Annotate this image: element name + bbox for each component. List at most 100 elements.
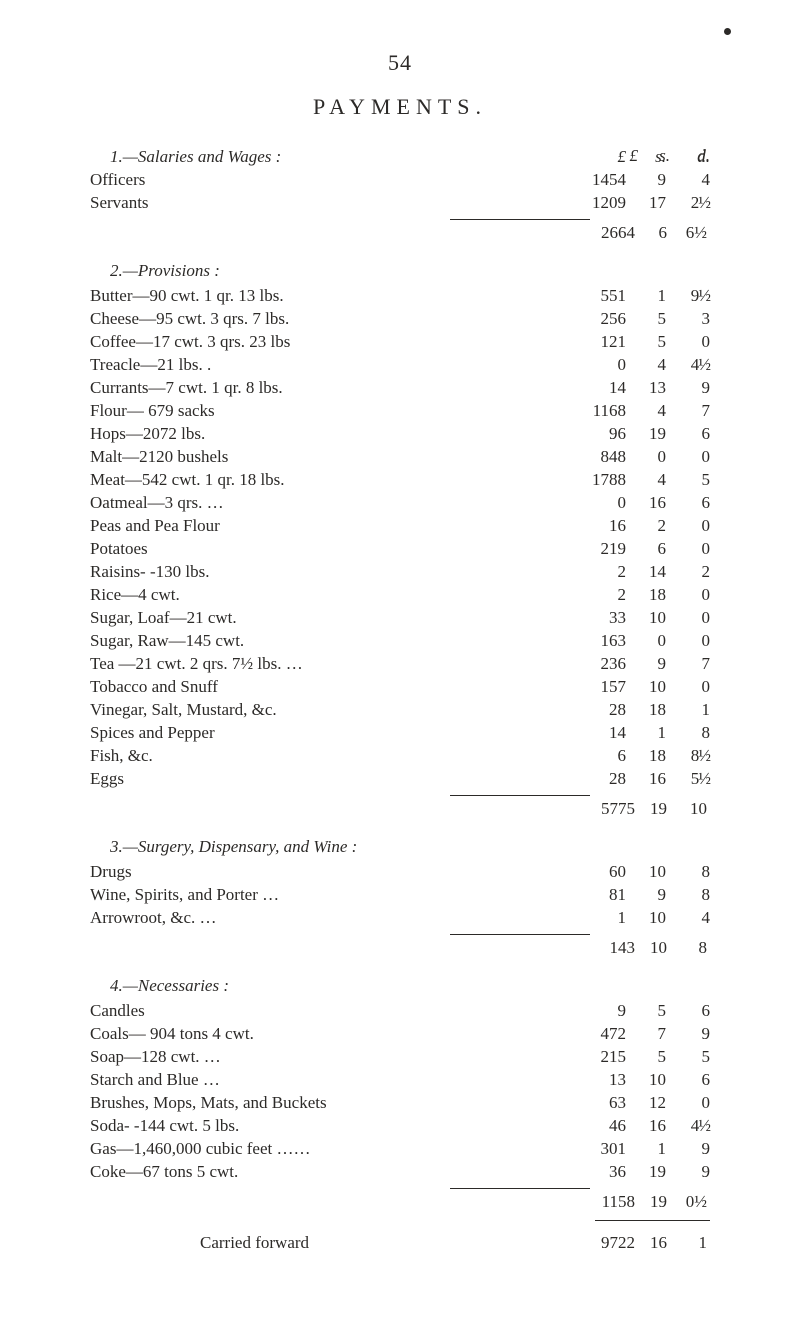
carried-forward-row: Carried forward 9722 16 1 xyxy=(90,1233,710,1253)
shillings-cell: 10 xyxy=(626,1069,666,1092)
pounds-cell: 13 xyxy=(564,1069,626,1092)
pounds-cell: 1209 xyxy=(564,192,626,215)
pence-cell: 0 xyxy=(666,676,710,699)
ledger-row: Gas—1,460,000 cubic feet ……30119 xyxy=(90,1138,710,1161)
carried-pence: 1 xyxy=(667,1233,707,1253)
row-label: Sugar, Raw—145 cwt. xyxy=(90,630,244,653)
shillings-cell: 18 xyxy=(626,745,666,768)
shillings-cell: 16 xyxy=(626,768,666,791)
shillings-cell: 1 xyxy=(626,285,666,308)
shillings-cell: 16 xyxy=(626,1115,666,1138)
pounds-cell: 28 xyxy=(564,699,626,722)
ledger-row: Candles956 xyxy=(90,1000,710,1023)
row-label: Coffee—17 cwt. 3 qrs. 23 lbs xyxy=(90,331,290,354)
subtotal-row: 143108 xyxy=(90,937,710,960)
pounds-cell: 472 xyxy=(564,1023,626,1046)
shillings-cell: 14 xyxy=(626,561,666,584)
sections-container: Officers145494Servants1209172½266466½2.—… xyxy=(90,169,710,1214)
section-title: 4.—Necessaries : xyxy=(110,976,710,996)
pounds-cell: 96 xyxy=(564,423,626,446)
shillings-cell: 0 xyxy=(626,630,666,653)
shillings-cell: 4 xyxy=(626,354,666,377)
final-rule xyxy=(595,1220,710,1221)
subtotal-rule xyxy=(450,934,590,935)
ledger-row: Soap—128 cwt. …21555 xyxy=(90,1046,710,1069)
pence-cell: 0 xyxy=(666,538,710,561)
pounds-cell: 28 xyxy=(564,768,626,791)
page-title: PAYMENTS. xyxy=(90,94,710,120)
pence-cell: 4 xyxy=(666,907,710,930)
subtotal-pounds: 143 xyxy=(580,937,635,960)
pence-cell: 9 xyxy=(666,1138,710,1161)
subtotal-row: 266466½ xyxy=(90,222,710,245)
pounds-cell: 236 xyxy=(564,653,626,676)
ledger-row: Oatmeal—3 qrs. …0166 xyxy=(90,492,710,515)
subtotal-rule xyxy=(450,795,590,796)
row-label: Brushes, Mops, Mats, and Buckets xyxy=(90,1092,327,1115)
shillings-cell: 10 xyxy=(626,861,666,884)
pence-cell: 0 xyxy=(666,630,710,653)
shillings-cell: 9 xyxy=(626,884,666,907)
ledger-row: Currants—7 cwt. 1 qr. 8 lbs.14139 xyxy=(90,377,710,400)
shillings-cell: 18 xyxy=(626,584,666,607)
pence-cell: 6 xyxy=(666,423,710,446)
ledger-row: Butter—90 cwt. 1 qr. 13 lbs.55119½ xyxy=(90,285,710,308)
section-block: 3.—Surgery, Dispensary, and Wine :Drugs6… xyxy=(90,837,710,960)
shillings-cell: 4 xyxy=(626,469,666,492)
ledger-row: Tobacco and Snuff157100 xyxy=(90,676,710,699)
pence-cell: 3 xyxy=(666,308,710,331)
pence-cell: 0 xyxy=(666,515,710,538)
shillings-cell: 9 xyxy=(626,653,666,676)
row-label: Sugar, Loaf—21 cwt. xyxy=(90,607,237,630)
pounds-cell: 848 xyxy=(564,446,626,469)
pence-cell: 9 xyxy=(666,377,710,400)
ledger-row: Servants1209172½ xyxy=(90,192,710,215)
row-label: Cheese—95 cwt. 3 qrs. 7 lbs. xyxy=(90,308,289,331)
ledger-row: Hops—2072 lbs.96196 xyxy=(90,423,710,446)
row-label: Wine, Spirits, and Porter … xyxy=(90,884,279,907)
ledger-row: Treacle—21 lbs. .044½ xyxy=(90,354,710,377)
shillings-cell: 1 xyxy=(626,722,666,745)
pounds-cell: 0 xyxy=(564,354,626,377)
row-label: Soda- -144 cwt. 5 lbs. xyxy=(90,1115,239,1138)
pence-cell: 0 xyxy=(666,584,710,607)
row-label: Potatoes xyxy=(90,538,148,561)
pounds-cell: 2 xyxy=(564,584,626,607)
ledger-row: Drugs60108 xyxy=(90,861,710,884)
subtotal-shillings: 19 xyxy=(635,798,667,821)
shillings-cell: 5 xyxy=(626,331,666,354)
row-label: Fish, &c. xyxy=(90,745,153,768)
pence-cell: 7 xyxy=(666,400,710,423)
ledger-row: Rice—4 cwt.2180 xyxy=(90,584,710,607)
pence-cell: 0 xyxy=(666,607,710,630)
pence-cell: 4 xyxy=(666,169,710,192)
subtotal-pounds: 1158 xyxy=(580,1191,635,1214)
ledger-row: Spices and Pepper1418 xyxy=(90,722,710,745)
shillings-cell: 1 xyxy=(626,1138,666,1161)
ledger-row: Coffee—17 cwt. 3 qrs. 23 lbs12150 xyxy=(90,331,710,354)
ledger-row: Tea —21 cwt. 2 qrs. 7½ lbs. …23697 xyxy=(90,653,710,676)
pounds-cell: 36 xyxy=(564,1161,626,1184)
shillings-cell: 4 xyxy=(626,400,666,423)
pence-cell: 5 xyxy=(666,469,710,492)
pounds-cell: 14 xyxy=(564,722,626,745)
ledger-row: Fish, &c.6188½ xyxy=(90,745,710,768)
row-label: Soap—128 cwt. … xyxy=(90,1046,221,1069)
row-label: Oatmeal—3 qrs. … xyxy=(90,492,224,515)
pence-cell: 0 xyxy=(666,1092,710,1115)
row-label: Drugs xyxy=(90,861,132,884)
ledger-row: Sugar, Raw—145 cwt.16300 xyxy=(90,630,710,653)
shillings-cell: 12 xyxy=(626,1092,666,1115)
pence-cell: 5 xyxy=(666,1046,710,1069)
section-block: 4.—Necessaries :Candles956Coals— 904 ton… xyxy=(90,976,710,1214)
pence-cell: 4½ xyxy=(666,1115,710,1138)
shillings-cell: 10 xyxy=(626,676,666,699)
shillings-cell: 19 xyxy=(626,1161,666,1184)
outer-col-head-pence: d. xyxy=(670,146,710,166)
subtotal-shillings: 10 xyxy=(635,937,667,960)
shillings-cell: 2 xyxy=(626,515,666,538)
shillings-cell: 13 xyxy=(626,377,666,400)
pence-cell: 8 xyxy=(666,861,710,884)
subtotal-pence: 0½ xyxy=(667,1191,707,1214)
ledger-row: Malt—2120 bushels84800 xyxy=(90,446,710,469)
